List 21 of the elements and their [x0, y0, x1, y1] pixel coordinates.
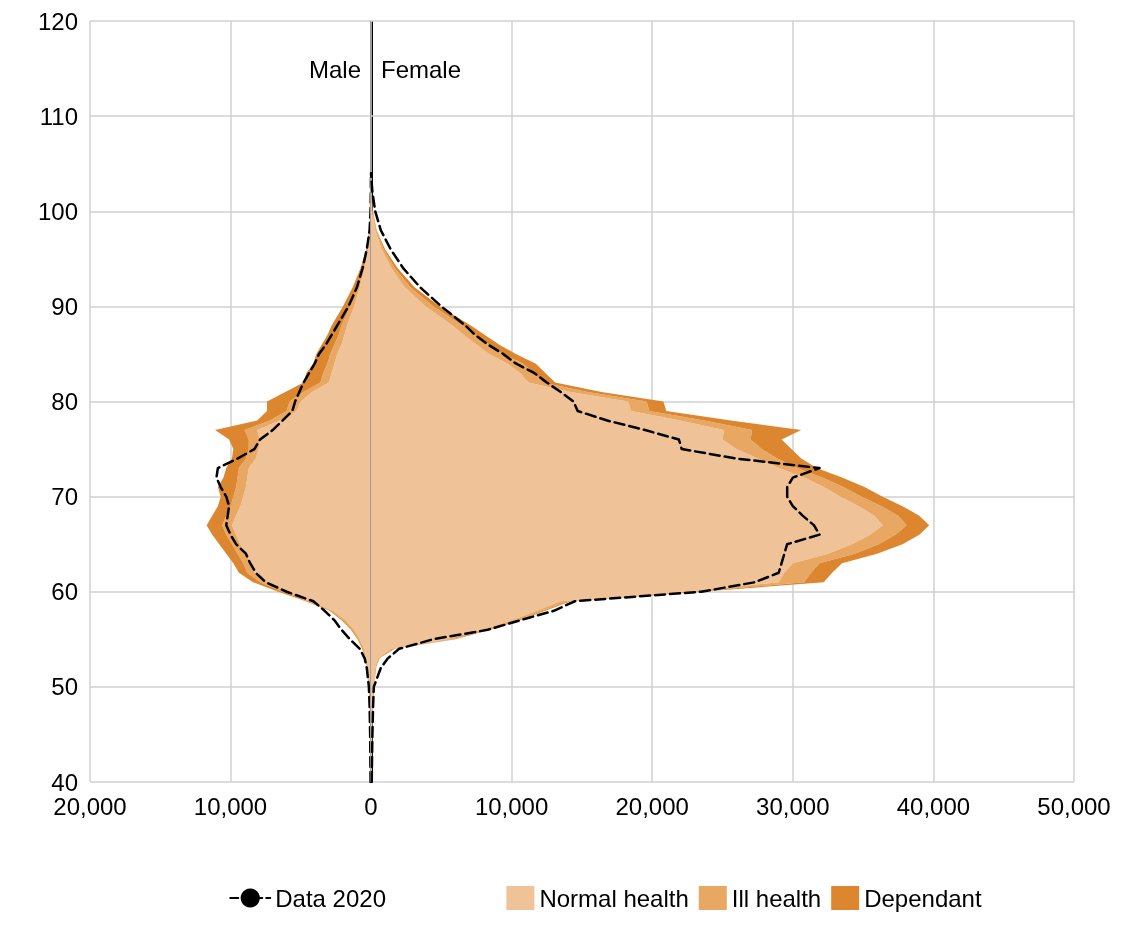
- x-tick-label: 0: [364, 792, 378, 820]
- x-tick-label: 10,000: [193, 792, 268, 820]
- y-tick-label: 70: [51, 483, 78, 511]
- annotation: Male: [308, 55, 361, 83]
- x-tick-label: 20,000: [615, 792, 690, 820]
- y-tick-label: 60: [51, 578, 78, 606]
- x-tick-label: 10,000: [475, 792, 549, 820]
- legend-label: Dependant: [864, 884, 983, 912]
- legend-label: Ill health: [731, 884, 822, 912]
- x-tick-label: 30,000: [756, 792, 830, 820]
- x-tick-label: 50,000: [1037, 792, 1111, 820]
- y-tick-label: 110: [39, 102, 78, 130]
- y-tick-label: 100: [37, 197, 78, 225]
- y-tick-label: 80: [51, 388, 78, 415]
- annotation: Female: [381, 55, 462, 83]
- x-tick-label: 40,000: [896, 792, 971, 820]
- y-tick-label: 120: [37, 7, 78, 35]
- y-tick-label: 50: [51, 673, 78, 701]
- y-tick-label: 90: [51, 292, 78, 320]
- legend-label: Data 2020: [275, 884, 387, 912]
- legend-label: Normal health: [539, 884, 689, 912]
